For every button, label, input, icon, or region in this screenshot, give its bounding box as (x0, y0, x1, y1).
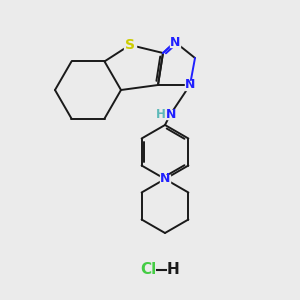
Text: N: N (185, 79, 195, 92)
Text: Cl: Cl (140, 262, 156, 278)
Text: S: S (125, 38, 135, 52)
Text: N: N (166, 107, 176, 121)
Bar (124, 40, 136, 50)
Text: H: H (167, 262, 179, 278)
Bar (166, 110, 176, 118)
Text: N: N (170, 35, 180, 49)
Bar (170, 38, 180, 46)
Text: N: N (160, 172, 170, 185)
Bar (160, 175, 170, 184)
Bar (157, 110, 165, 118)
Bar (185, 80, 195, 89)
Text: H: H (156, 107, 166, 121)
